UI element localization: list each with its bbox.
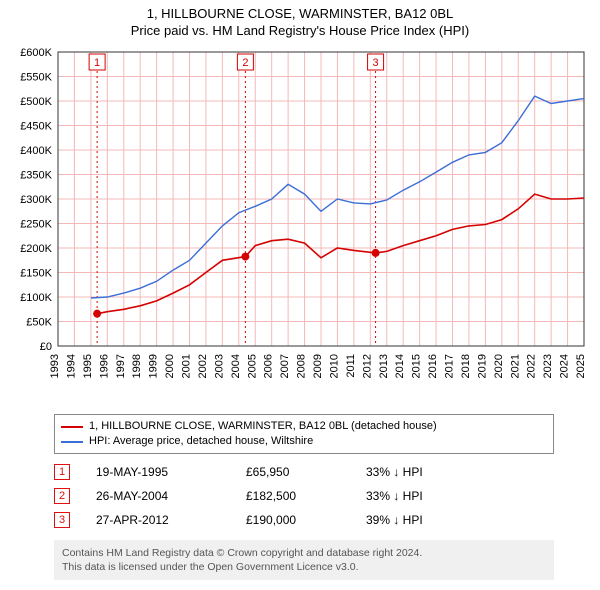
- svg-text:£100K: £100K: [20, 292, 52, 304]
- sale-date: 19-MAY-1995: [96, 465, 246, 479]
- svg-text:1999: 1999: [148, 354, 160, 378]
- legend-label: HPI: Average price, detached house, Wilt…: [89, 434, 313, 449]
- sale-hpi-diff: 39% ↓ HPI: [366, 513, 486, 527]
- chart-titles: 1, HILLBOURNE CLOSE, WARMINSTER, BA12 0B…: [0, 0, 600, 38]
- sale-hpi-diff: 33% ↓ HPI: [366, 489, 486, 503]
- svg-text:£550K: £550K: [20, 72, 52, 84]
- chart-subtitle: Price paid vs. HM Land Registry's House …: [0, 23, 600, 38]
- svg-text:£500K: £500K: [20, 96, 52, 108]
- svg-text:2024: 2024: [559, 354, 571, 378]
- chart-title: 1, HILLBOURNE CLOSE, WARMINSTER, BA12 0B…: [0, 6, 600, 21]
- chart-svg: £0 £50K £100K £150K £200K £250K £300K £350K £400…: [10, 46, 590, 406]
- svg-text:1996: 1996: [98, 354, 110, 378]
- svg-text:2010: 2010: [328, 354, 340, 378]
- chart-legend: 1, HILLBOURNE CLOSE, WARMINSTER, BA12 0B…: [54, 414, 554, 454]
- svg-text:1998: 1998: [131, 354, 143, 378]
- table-row: 2 26-MAY-2004 £182,500 33% ↓ HPI: [54, 484, 554, 508]
- svg-text:3: 3: [373, 57, 379, 69]
- svg-text:2011: 2011: [345, 354, 357, 378]
- svg-text:2006: 2006: [263, 354, 275, 378]
- svg-text:2005: 2005: [246, 354, 258, 378]
- svg-text:2009: 2009: [312, 354, 324, 378]
- svg-text:£300K: £300K: [20, 194, 52, 206]
- svg-text:2003: 2003: [213, 354, 225, 378]
- sale-marker-icon: 1: [54, 464, 70, 480]
- sales-table: 1 19-MAY-1995 £65,950 33% ↓ HPI 2 26-MAY…: [54, 460, 554, 532]
- svg-text:2: 2: [242, 57, 248, 69]
- svg-text:2019: 2019: [476, 354, 488, 378]
- svg-text:2014: 2014: [394, 354, 406, 378]
- svg-text:£350K: £350K: [20, 170, 52, 182]
- price-chart: £0 £50K £100K £150K £200K £250K £300K £350K £400…: [10, 46, 590, 406]
- svg-text:2001: 2001: [181, 354, 193, 378]
- svg-text:2008: 2008: [296, 354, 308, 378]
- svg-text:2016: 2016: [427, 354, 439, 378]
- legend-swatch-property: [61, 426, 83, 428]
- svg-text:£600K: £600K: [20, 47, 52, 59]
- sale-price: £182,500: [246, 489, 366, 503]
- svg-text:£400K: £400K: [20, 145, 52, 157]
- attribution-box: Contains HM Land Registry data © Crown c…: [54, 540, 554, 580]
- attribution-line: Contains HM Land Registry data © Crown c…: [62, 546, 546, 560]
- legend-swatch-hpi: [61, 441, 83, 443]
- attribution-line: This data is licensed under the Open Gov…: [62, 560, 546, 574]
- svg-text:2018: 2018: [460, 354, 472, 378]
- svg-text:1997: 1997: [115, 354, 127, 378]
- svg-text:2012: 2012: [361, 354, 373, 378]
- sale-price: £65,950: [246, 465, 366, 479]
- sale-marker-icon: 2: [54, 488, 70, 504]
- svg-text:2007: 2007: [279, 354, 291, 378]
- sale-price: £190,000: [246, 513, 366, 527]
- svg-text:2025: 2025: [575, 354, 587, 378]
- svg-text:1: 1: [94, 57, 100, 69]
- svg-text:£200K: £200K: [20, 243, 52, 255]
- svg-text:£450K: £450K: [20, 121, 52, 133]
- svg-text:£250K: £250K: [20, 219, 52, 231]
- legend-item: HPI: Average price, detached house, Wilt…: [61, 434, 547, 449]
- svg-text:1994: 1994: [65, 354, 77, 378]
- svg-text:1995: 1995: [82, 354, 94, 378]
- svg-text:2021: 2021: [509, 354, 521, 378]
- svg-text:2013: 2013: [378, 354, 390, 378]
- sale-date: 26-MAY-2004: [96, 489, 246, 503]
- sale-date: 27-APR-2012: [96, 513, 246, 527]
- table-row: 1 19-MAY-1995 £65,950 33% ↓ HPI: [54, 460, 554, 484]
- svg-text:2002: 2002: [197, 354, 209, 378]
- svg-text:2015: 2015: [411, 354, 423, 378]
- table-row: 3 27-APR-2012 £190,000 39% ↓ HPI: [54, 508, 554, 532]
- svg-text:2022: 2022: [526, 354, 538, 378]
- svg-text:2017: 2017: [444, 354, 456, 378]
- legend-item: 1, HILLBOURNE CLOSE, WARMINSTER, BA12 0B…: [61, 419, 547, 434]
- sale-hpi-diff: 33% ↓ HPI: [366, 465, 486, 479]
- svg-text:2004: 2004: [230, 354, 242, 378]
- svg-text:2000: 2000: [164, 354, 176, 378]
- svg-text:£50K: £50K: [26, 317, 52, 329]
- svg-text:2020: 2020: [493, 354, 505, 378]
- sale-marker-icon: 3: [54, 512, 70, 528]
- legend-label: 1, HILLBOURNE CLOSE, WARMINSTER, BA12 0B…: [89, 419, 437, 434]
- svg-text:£0: £0: [40, 341, 52, 353]
- svg-text:1993: 1993: [49, 354, 61, 378]
- svg-text:2023: 2023: [542, 354, 554, 378]
- svg-text:£150K: £150K: [20, 268, 52, 280]
